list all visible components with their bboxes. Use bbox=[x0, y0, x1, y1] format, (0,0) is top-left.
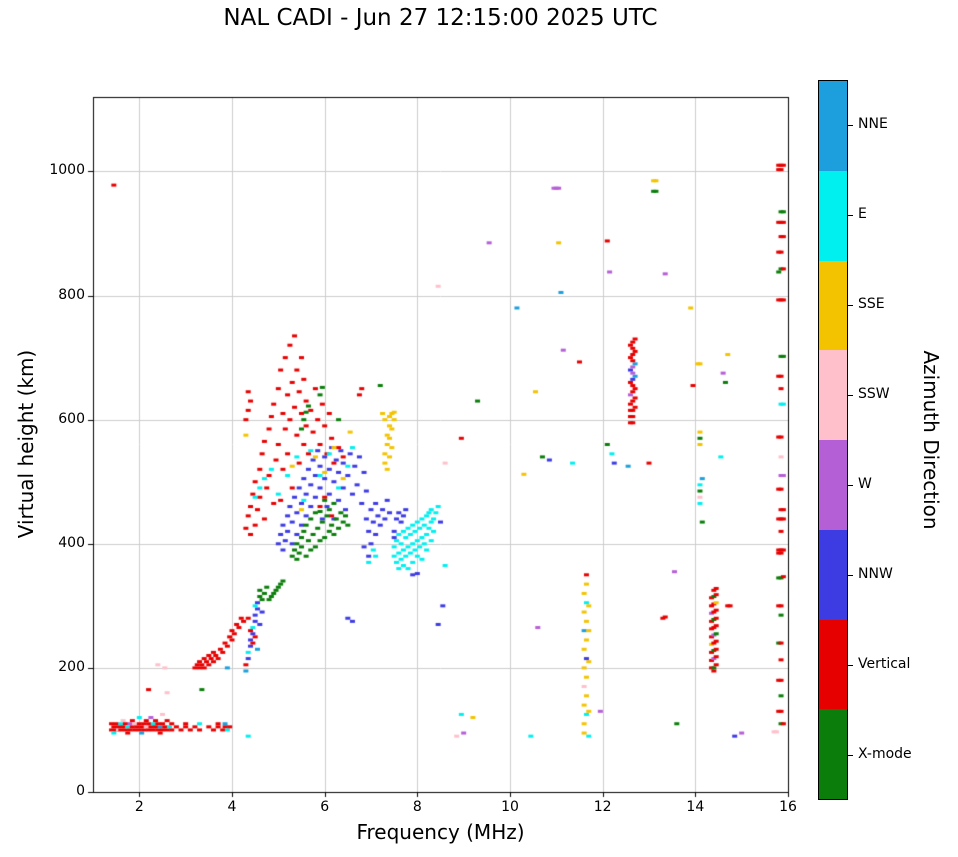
colorbar-tick-vertical bbox=[848, 665, 853, 666]
colorbar-label-sse: SSE bbox=[858, 296, 885, 312]
x-tick-label-16: 16 bbox=[779, 799, 797, 815]
y-tick-label-200: 200 bbox=[58, 658, 85, 675]
colorbar-segment-nnw bbox=[819, 529, 847, 620]
x-tick-label-12: 12 bbox=[593, 799, 612, 815]
colorbar bbox=[818, 80, 848, 800]
colorbar-label-x-mode: X-mode bbox=[858, 746, 912, 762]
x-tick-label-8: 8 bbox=[412, 799, 422, 815]
y-tick-label-1000: 1000 bbox=[49, 162, 85, 179]
x-tick-label-2: 2 bbox=[134, 799, 144, 815]
colorbar-segment-sse bbox=[819, 260, 847, 351]
colorbar-label-e: E bbox=[858, 206, 867, 222]
colorbar-label-w: W bbox=[858, 476, 872, 492]
x-tick-label-4: 4 bbox=[227, 799, 237, 815]
x-tick-label-14: 14 bbox=[686, 799, 705, 815]
y-axis-label: Virtual height (km) bbox=[14, 349, 38, 539]
colorbar-label-nnw: NNW bbox=[858, 566, 893, 582]
colorbar-tick-nne bbox=[848, 125, 853, 126]
y-tick-label-600: 600 bbox=[58, 410, 85, 427]
colorbar-tick-e bbox=[848, 215, 853, 216]
y-tick-label-400: 400 bbox=[58, 534, 85, 551]
y-tick-label-800: 800 bbox=[58, 286, 85, 303]
colorbar-tick-w bbox=[848, 485, 853, 486]
colorbar-segment-ssw bbox=[819, 350, 847, 440]
colorbar-segment-x-mode bbox=[819, 709, 847, 799]
colorbar-tick-nnw bbox=[848, 575, 853, 576]
chart-title: NAL CADI - Jun 27 12:15:00 2025 UTC bbox=[223, 5, 658, 31]
x-axis-label: Frequency (MHz) bbox=[356, 820, 525, 844]
colorbar-tick-ssw bbox=[848, 395, 853, 396]
y-tick-label-0: 0 bbox=[76, 783, 85, 799]
colorbar-segment-vertical bbox=[819, 619, 847, 710]
colorbar-segment-e bbox=[819, 170, 847, 261]
colorbar-segment-nne bbox=[819, 81, 847, 171]
x-tick-label-6: 6 bbox=[320, 799, 330, 815]
colorbar-tick-sse bbox=[848, 305, 853, 306]
colorbar-label-ssw: SSW bbox=[858, 386, 890, 402]
colorbar-axis-label: Azimuth Direction bbox=[919, 350, 943, 530]
colorbar-segment-w bbox=[819, 440, 847, 530]
colorbar-tick-x-mode bbox=[848, 755, 853, 756]
colorbar-label-nne: NNE bbox=[858, 116, 888, 132]
x-tick-label-10: 10 bbox=[501, 799, 519, 815]
colorbar-label-vertical: Vertical bbox=[858, 656, 911, 672]
